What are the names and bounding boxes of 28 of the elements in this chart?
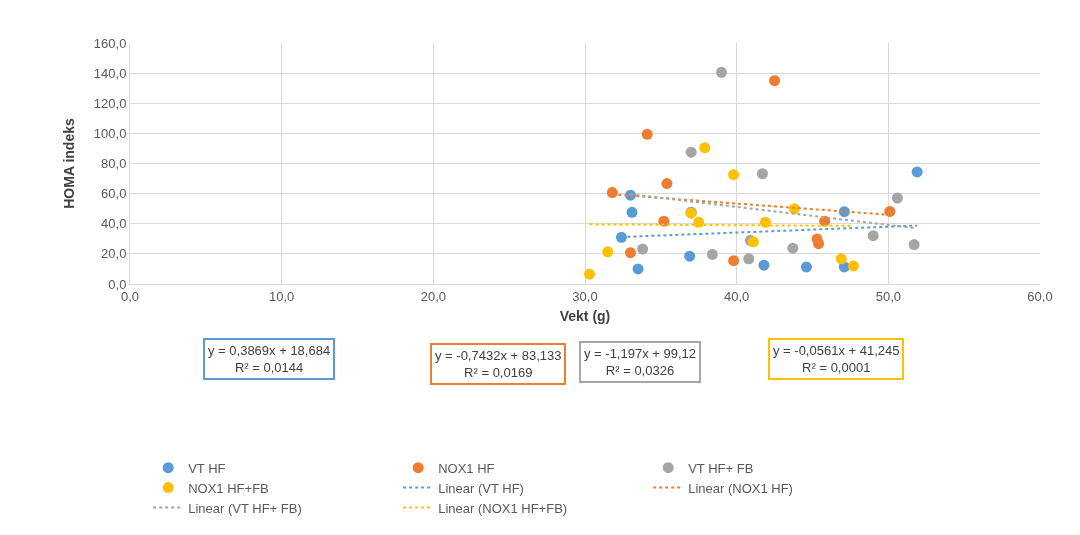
y-tick-label: 60,0: [101, 186, 127, 202]
y-tick-label: 80,0: [101, 156, 127, 172]
x-tick-label: 60,0: [1027, 288, 1053, 304]
y-tick-label: 160,0: [93, 35, 127, 51]
x-tick-label: 50,0: [875, 288, 901, 304]
x-axis-title: Vekt (g): [559, 307, 611, 324]
y-tick-label: 100,0: [93, 125, 127, 141]
y-tick-label: 20,0: [101, 246, 127, 262]
legend-label: NOX1 HF+FB: [188, 480, 269, 496]
y-axis-title: HOMA indeks: [61, 118, 78, 209]
x-tick-label: 30,0: [572, 288, 598, 304]
legend-label: Linear (VT HF+ FB): [188, 500, 302, 516]
legend-label: VT HF+ FB: [688, 460, 754, 476]
x-tick-label: 20,0: [420, 288, 446, 304]
y-tick-label: 120,0: [93, 95, 127, 111]
legend-label: VT HF: [188, 460, 226, 476]
legend-label: Linear (NOX1 HF+FB): [438, 500, 568, 516]
y-tick-label: 40,0: [101, 216, 127, 232]
legend-label: Linear (NOX1 HF): [688, 480, 793, 496]
text: y = -0,7432x + 83,133 R² = 0,0169: [435, 348, 562, 380]
text: y = 0,3869x + 18,684 R² = 0,0144: [208, 343, 331, 375]
legend-label: NOX1 HF: [438, 460, 495, 476]
legend-label: Linear (VT HF): [438, 480, 524, 496]
text: y = -1,197x + 99,12 R² = 0,0326: [584, 346, 697, 378]
text: y = -0,0561x + 41,245 R² = 0,0001: [773, 343, 900, 375]
x-tick-label: 10,0: [269, 288, 295, 304]
y-tick-label: 140,0: [93, 65, 127, 81]
x-tick-label: 40,0: [724, 288, 750, 304]
